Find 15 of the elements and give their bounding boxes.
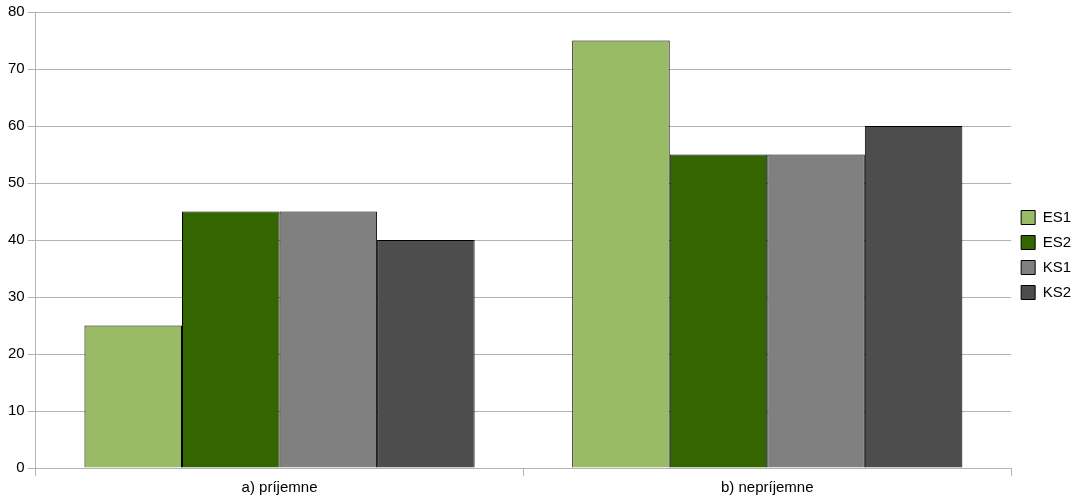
y-tick-label: 60 <box>8 116 25 134</box>
y-tick-label: 20 <box>8 344 25 362</box>
x-tick-label: b) nepríjemne <box>721 478 814 496</box>
y-tick-label: 30 <box>8 287 25 305</box>
legend-label: KS2 <box>1042 282 1072 300</box>
y-tick-label: 80 <box>8 2 25 20</box>
y-tick-label: 40 <box>8 230 25 248</box>
y-tick-label: 70 <box>8 59 25 77</box>
x-tick-label: a) príjemne <box>241 478 318 496</box>
legend-label: ES1 <box>1042 207 1072 225</box>
legend-label: KS1 <box>1042 257 1072 275</box>
y-tick-label: 10 <box>8 401 25 419</box>
y-tick-label: 0 <box>16 458 25 476</box>
y-tick-label: 50 <box>8 173 25 191</box>
legend-label: ES2 <box>1042 232 1072 250</box>
